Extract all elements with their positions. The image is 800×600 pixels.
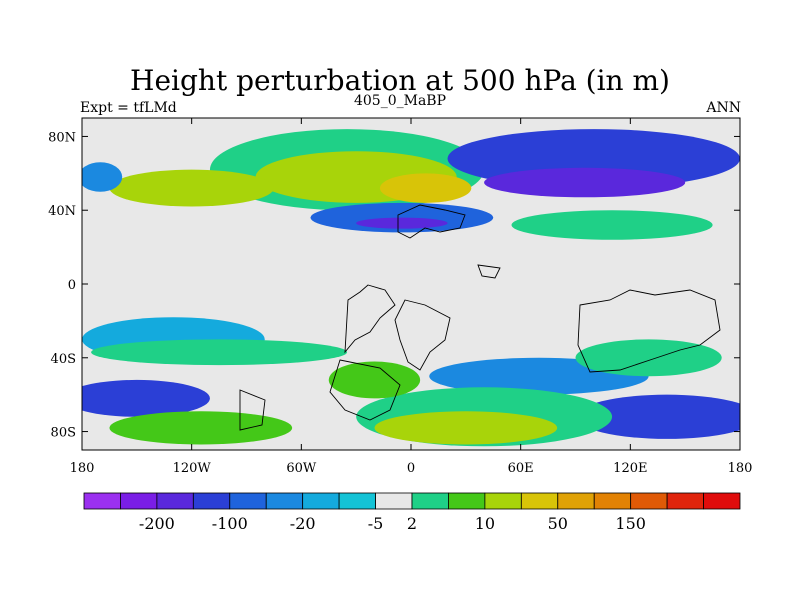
field-region: [91, 339, 348, 366]
colorbar-box: [192, 492, 231, 510]
contour-field: [82, 129, 740, 447]
x-tick-label: 120E: [613, 461, 647, 476]
colorbar-box: [229, 492, 267, 510]
x-tick-label: 0: [407, 461, 415, 476]
colorbar-box: [375, 492, 413, 510]
colorbar-box: [265, 492, 304, 510]
colorbar-box: [557, 492, 595, 510]
colorbar-box: [156, 492, 194, 510]
colorbar-label: 10: [475, 514, 495, 533]
field-region: [511, 210, 713, 240]
coastline-segment: [477, 264, 501, 279]
colorbar-label: -20: [290, 514, 316, 533]
y-tick-label: 40N: [48, 204, 76, 219]
colorbar-box: [520, 492, 559, 510]
colorbar-box: [448, 492, 486, 510]
coastline-segment: [577, 289, 721, 373]
colorbar-label: -100: [212, 514, 248, 533]
colorbar-label: -5: [368, 514, 384, 533]
y-tick-label: 80S: [51, 426, 76, 441]
colorbar-label: 150: [615, 514, 646, 533]
field-region: [356, 217, 448, 229]
field-region: [374, 411, 558, 445]
field-region: [82, 162, 123, 192]
center-string: 405_0_MaBP: [353, 93, 447, 109]
field-region: [337, 248, 448, 268]
colorbar-box: [302, 492, 340, 510]
colorbar-box: [484, 492, 522, 510]
colorbar-label: -200: [139, 514, 175, 533]
field-region: [379, 173, 472, 203]
colorbar-box: [630, 492, 668, 510]
colorbar-box: [338, 492, 376, 510]
coastline-outline: [239, 204, 721, 431]
y-tick-label: 80N: [48, 130, 76, 145]
colorbar: -200 -100 -20 -5 2 10 50 150: [83, 492, 741, 533]
colorbar-label: 2: [407, 514, 417, 533]
right-string: ANN: [706, 100, 741, 116]
field-region: [109, 169, 274, 207]
colorbar-box: [120, 492, 158, 510]
field-region: [82, 379, 210, 417]
x-tick-label: 60W: [286, 461, 317, 476]
coastline-segment: [329, 359, 401, 421]
y-axis: 80N 40N 0 40S 80S: [48, 130, 740, 441]
x-tick-label: 120W: [173, 461, 212, 476]
coastline-segment: [394, 299, 451, 371]
field-region: [328, 361, 421, 399]
colorbar-box: [411, 492, 449, 510]
x-axis: 180 120W 60W 0 60E 120E 180: [70, 118, 753, 476]
y-tick-label: 40S: [51, 352, 76, 367]
field-region: [109, 411, 293, 445]
x-tick-label: 180: [70, 461, 95, 476]
y-tick-label: 0: [68, 278, 76, 293]
colorbar-box: [83, 492, 121, 510]
x-tick-label: 180: [728, 461, 753, 476]
colorbar-label: 50: [548, 514, 568, 533]
colorbar-box: [703, 492, 741, 510]
left-string: Expt = tfLMd: [80, 100, 177, 116]
coastline-segment: [239, 389, 266, 431]
coastline-segment: [344, 284, 396, 354]
coastline-segment: [397, 204, 466, 239]
colorbar-box: [666, 492, 704, 510]
field-region: [575, 394, 740, 439]
field-region: [484, 167, 686, 198]
colorbar-box: [593, 492, 632, 510]
x-tick-label: 60E: [508, 461, 534, 476]
chart-title: Height perturbation at 500 hPa (in m): [130, 64, 670, 97]
